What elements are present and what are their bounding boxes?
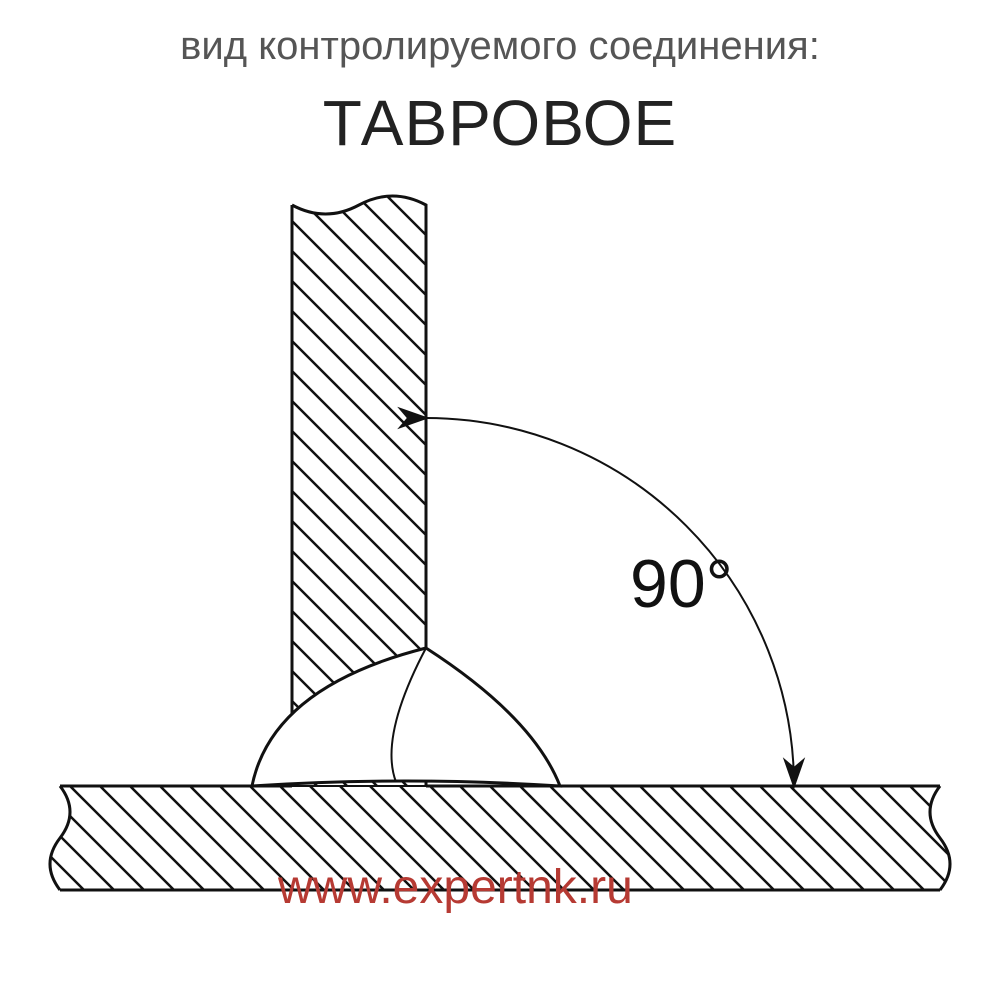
diagram-stage: вид контролируемого соединения: ТАВРОВОЕ… [0,0,1000,988]
title-text: ТАВРОВОЕ [0,86,1000,160]
angle-label: 90° [630,545,733,623]
watermark-text: www.expertnk.ru [278,860,633,915]
subtitle-text: вид контролируемого соединения: [0,24,1000,69]
